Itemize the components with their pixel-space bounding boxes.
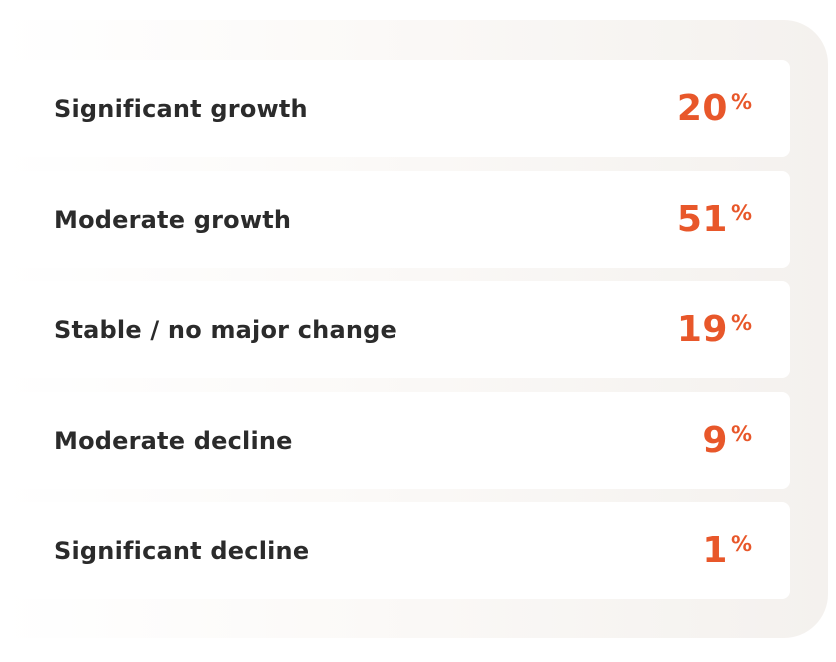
row-label: Stable / no major change [54,315,398,344]
percent-sign: % [730,310,752,335]
row-value: 1 [702,529,728,571]
row-label: Significant growth [54,94,308,123]
percent-sign: % [730,200,752,225]
row-percentage: 20 % [676,87,752,129]
percent-sign: % [730,89,752,114]
percent-sign: % [730,421,752,446]
row-percentage: 19 % [676,308,752,350]
result-row-moderate-growth: Moderate growth 51 % [15,171,790,268]
row-value: 51 [676,198,728,240]
result-row-stable: Stable / no major change 19 % [15,281,790,378]
result-row-significant-decline: Significant decline 1 % [15,502,790,599]
result-row-moderate-decline: Moderate decline 9 % [15,392,790,489]
row-value: 20 [676,87,728,129]
row-percentage: 51 % [676,198,752,240]
row-value: 19 [676,308,728,350]
row-label: Moderate growth [54,205,292,234]
percent-sign: % [730,531,752,556]
row-label: Significant decline [54,536,310,565]
row-value: 9 [702,419,728,461]
row-percentage: 9 % [702,419,752,461]
row-percentage: 1 % [702,529,752,571]
row-label: Moderate decline [54,426,293,455]
result-row-significant-growth: Significant growth 20 % [15,60,790,157]
